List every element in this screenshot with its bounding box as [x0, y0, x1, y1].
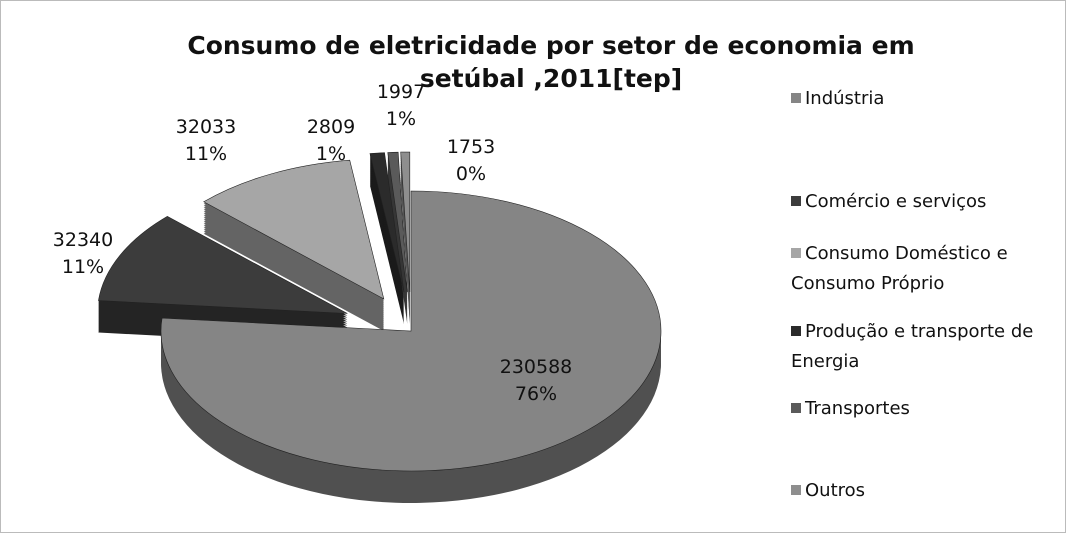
slice-side [387, 158, 408, 299]
legend-label: Produção e transporte de Energia [791, 321, 1034, 372]
chart-title: Consumo de eletricidade por setor de eco… [187, 31, 915, 93]
slice-side [387, 166, 408, 307]
slice-side [369, 180, 405, 321]
legend-swatch [791, 403, 801, 413]
slice-side [387, 172, 408, 313]
legend-swatch [791, 196, 801, 206]
data-label: 1997 [377, 81, 425, 103]
legend-label: Transportes [805, 398, 910, 419]
slice-side [369, 158, 405, 299]
legend-entry: Outros [791, 476, 1061, 506]
data-label: 2809 [307, 116, 355, 138]
slice-side [369, 164, 405, 305]
legend-swatch [791, 485, 801, 495]
slice-side [369, 170, 405, 311]
percent-label: 76% [515, 383, 557, 405]
slice-side [387, 170, 408, 311]
slice-side [369, 160, 405, 301]
slice [203, 159, 385, 300]
legend-entry: Transportes [791, 394, 1061, 424]
legend-label: Outros [805, 480, 866, 501]
legend-label: Consumo Doméstico e Consumo Próprio [791, 243, 1008, 294]
slice-side [369, 166, 405, 307]
percent-label: 0% [456, 163, 486, 185]
slice-side [369, 174, 405, 315]
slice-side [387, 168, 408, 309]
percent-label: 11% [185, 143, 227, 165]
slice-side [387, 164, 408, 305]
legend-entry: Indústria [791, 84, 1061, 114]
legend-swatch [791, 326, 801, 336]
percent-label: 1% [316, 143, 346, 165]
slice-side [369, 154, 405, 295]
slice [400, 151, 411, 293]
slice [98, 216, 348, 314]
slice-side [369, 184, 405, 325]
legend-label: Comércio e serviços [805, 191, 987, 212]
legend-swatch [791, 93, 801, 103]
data-label: 1753 [447, 136, 495, 158]
slice-side [369, 156, 405, 297]
data-label: 32340 [53, 229, 113, 251]
slice-side [387, 162, 408, 303]
slice-side [369, 182, 405, 323]
slice-side [369, 176, 405, 317]
slice [160, 190, 662, 472]
slice-side [369, 178, 405, 319]
slice-side [369, 168, 405, 309]
slice-side [369, 172, 405, 313]
data-label: 230588 [500, 356, 573, 378]
slice-side [387, 156, 408, 297]
legend-entry: Consumo Doméstico e Consumo Próprio [791, 239, 1061, 299]
legend-label: Indústria [805, 88, 885, 109]
data-label: 32033 [176, 116, 236, 138]
percent-label: 11% [62, 256, 104, 278]
legend-entry: Produção e transporte de Energia [791, 317, 1061, 377]
slice [387, 151, 408, 293]
legend-swatch [791, 248, 801, 258]
percent-label: 1% [386, 108, 416, 130]
slice [369, 152, 405, 293]
slice-side [369, 162, 405, 303]
slice-side [387, 160, 408, 301]
legend-entry: Comércio e serviços [791, 187, 1061, 217]
